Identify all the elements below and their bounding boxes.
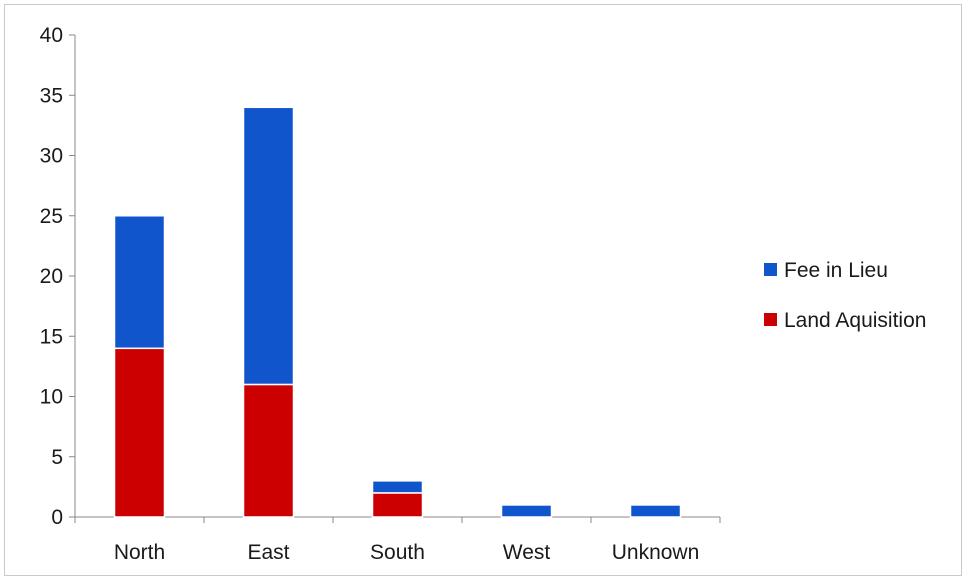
y-tick-label: 35 bbox=[40, 84, 63, 107]
bar-north-fee-in-lieu bbox=[113, 215, 166, 350]
x-tick-label-south: South bbox=[370, 541, 425, 564]
legend: Fee in Lieu Land Aquisition bbox=[764, 259, 926, 332]
y-axis: 0 5 10 15 20 25 30 35 40 bbox=[40, 24, 76, 529]
bar-south-fee-in-lieu bbox=[371, 480, 424, 494]
x-tick-label-north: North bbox=[114, 541, 165, 564]
legend-swatch-land-aquisition bbox=[764, 313, 777, 326]
bar-unknown-fee-in-lieu bbox=[629, 504, 682, 518]
bar-south-land-aquisition bbox=[371, 492, 424, 518]
x-tick-label-unknown: Unknown bbox=[612, 541, 700, 564]
legend-swatch-fee-in-lieu bbox=[764, 263, 777, 276]
y-tick-label: 30 bbox=[40, 145, 63, 168]
bar-north-land-aquisition bbox=[113, 347, 166, 518]
bar-west-fee-in-lieu bbox=[500, 504, 553, 518]
y-tick-label: 25 bbox=[40, 205, 63, 228]
y-tick-label: 10 bbox=[40, 386, 63, 409]
x-tick-label-east: East bbox=[247, 541, 289, 564]
x-axis: North East South West Unknown bbox=[74, 516, 721, 564]
y-tick-label: 15 bbox=[40, 325, 63, 348]
bar-east-land-aquisition bbox=[242, 383, 295, 518]
y-tick-label: 0 bbox=[51, 506, 63, 529]
y-tick-label: 5 bbox=[51, 446, 63, 469]
legend-label-fee-in-lieu: Fee in Lieu bbox=[784, 259, 888, 282]
x-tick-label-west: West bbox=[503, 541, 551, 564]
bar-east-fee-in-lieu bbox=[242, 106, 295, 386]
legend-label-land-aquisition: Land Aquisition bbox=[784, 309, 926, 332]
y-tick-label: 20 bbox=[40, 265, 63, 288]
bars bbox=[113, 106, 682, 518]
y-tick-label: 40 bbox=[40, 24, 63, 47]
